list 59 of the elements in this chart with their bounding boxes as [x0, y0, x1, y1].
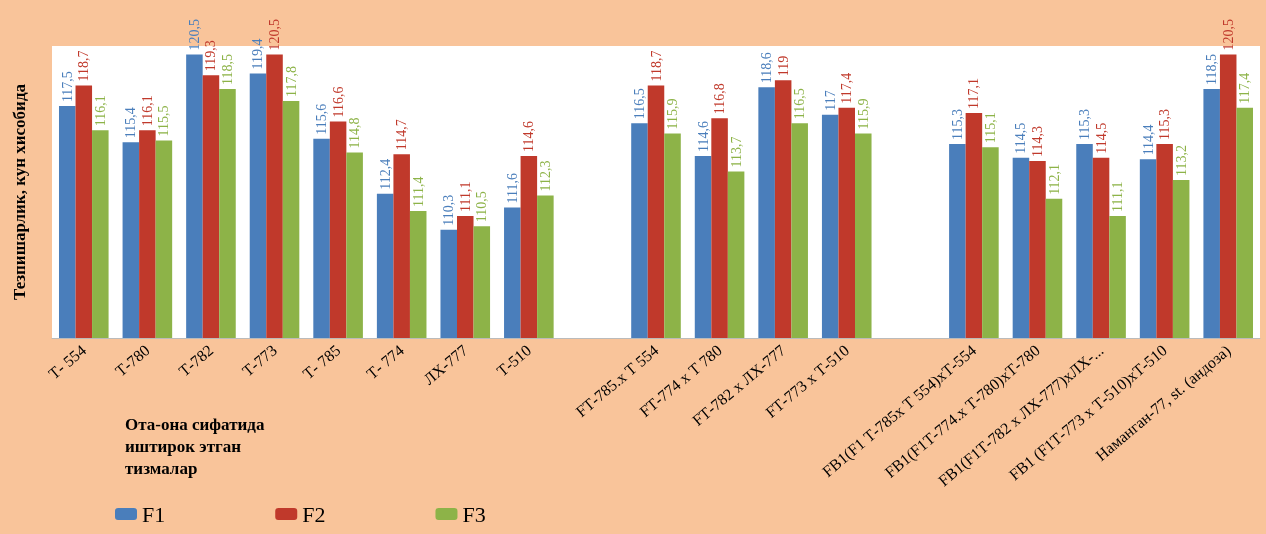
data-label: 118,5 — [219, 53, 235, 85]
data-label: 114,4 — [1140, 124, 1156, 156]
legend-label: F1 — [142, 501, 166, 527]
data-label: 112,1 — [1046, 163, 1062, 195]
data-label: 113,7 — [728, 136, 744, 168]
data-label: 115,3 — [1157, 108, 1173, 140]
data-label: 117,8 — [283, 65, 299, 97]
data-label: 116,1 — [92, 95, 108, 127]
legend-label: F3 — [462, 501, 486, 527]
data-label: 116,5 — [631, 88, 647, 120]
legend-label: F2 — [302, 501, 326, 527]
data-label: 111,6 — [504, 172, 520, 204]
data-label: 116,5 — [792, 88, 808, 120]
data-label: 113,2 — [1173, 144, 1189, 176]
data-label: 115,9 — [665, 98, 681, 130]
data-label: 117,4 — [839, 72, 855, 104]
data-label: 114,6 — [521, 120, 537, 152]
data-label: 118,6 — [759, 52, 775, 84]
data-label: 116,6 — [330, 86, 346, 118]
data-label: 111,1 — [1110, 181, 1126, 213]
data-label: 118,7 — [76, 50, 92, 82]
data-label: 112,3 — [537, 160, 553, 192]
data-label: 120,5 — [1220, 19, 1236, 51]
x-tick-label: Т- 554 — [45, 341, 90, 383]
data-label: 118,5 — [1204, 53, 1220, 85]
data-label: 117 — [822, 90, 838, 111]
data-label: 115,4 — [123, 107, 139, 139]
data-label: 110,5 — [474, 191, 490, 223]
x-tick-label: Т- 774 — [363, 341, 408, 383]
data-label: 116,8 — [712, 83, 728, 115]
data-label: 110,3 — [441, 194, 457, 226]
data-label: 119,3 — [203, 40, 219, 72]
data-label: 119,4 — [250, 38, 266, 70]
data-label: 114,7 — [394, 119, 410, 151]
x-tick-label: Т- 785 — [299, 341, 344, 383]
data-label: 120,5 — [267, 19, 283, 51]
data-label: 115,9 — [855, 98, 871, 130]
data-label: 111,4 — [410, 176, 426, 207]
data-label: 118,7 — [648, 50, 664, 82]
data-label: 115,5 — [156, 105, 172, 137]
data-label: 111,1 — [457, 181, 473, 213]
data-label: 117,4 — [1237, 72, 1253, 104]
data-label: 114,3 — [1029, 126, 1045, 158]
y-axis-title: Тезпишарлик, кун хисобида — [10, 83, 29, 301]
data-label: 114,5 — [1013, 122, 1029, 154]
data-label: 119 — [775, 55, 791, 77]
data-label: 116,1 — [139, 95, 155, 127]
data-label: 117,5 — [59, 71, 75, 103]
data-label: 114,6 — [695, 120, 711, 152]
data-label: 114,5 — [1093, 122, 1109, 154]
data-label: 115,1 — [982, 112, 998, 144]
data-label: 117,1 — [966, 78, 982, 109]
data-label: 115,3 — [949, 108, 965, 140]
data-label: 120,5 — [186, 19, 202, 51]
data-label: 114,8 — [347, 117, 363, 149]
data-label: 115,6 — [314, 103, 330, 135]
data-label: 112,4 — [377, 158, 393, 190]
x-axis-title: Ота-она сифатида иштирок этган тизмалар — [125, 414, 269, 478]
data-label: 115,3 — [1077, 108, 1093, 140]
